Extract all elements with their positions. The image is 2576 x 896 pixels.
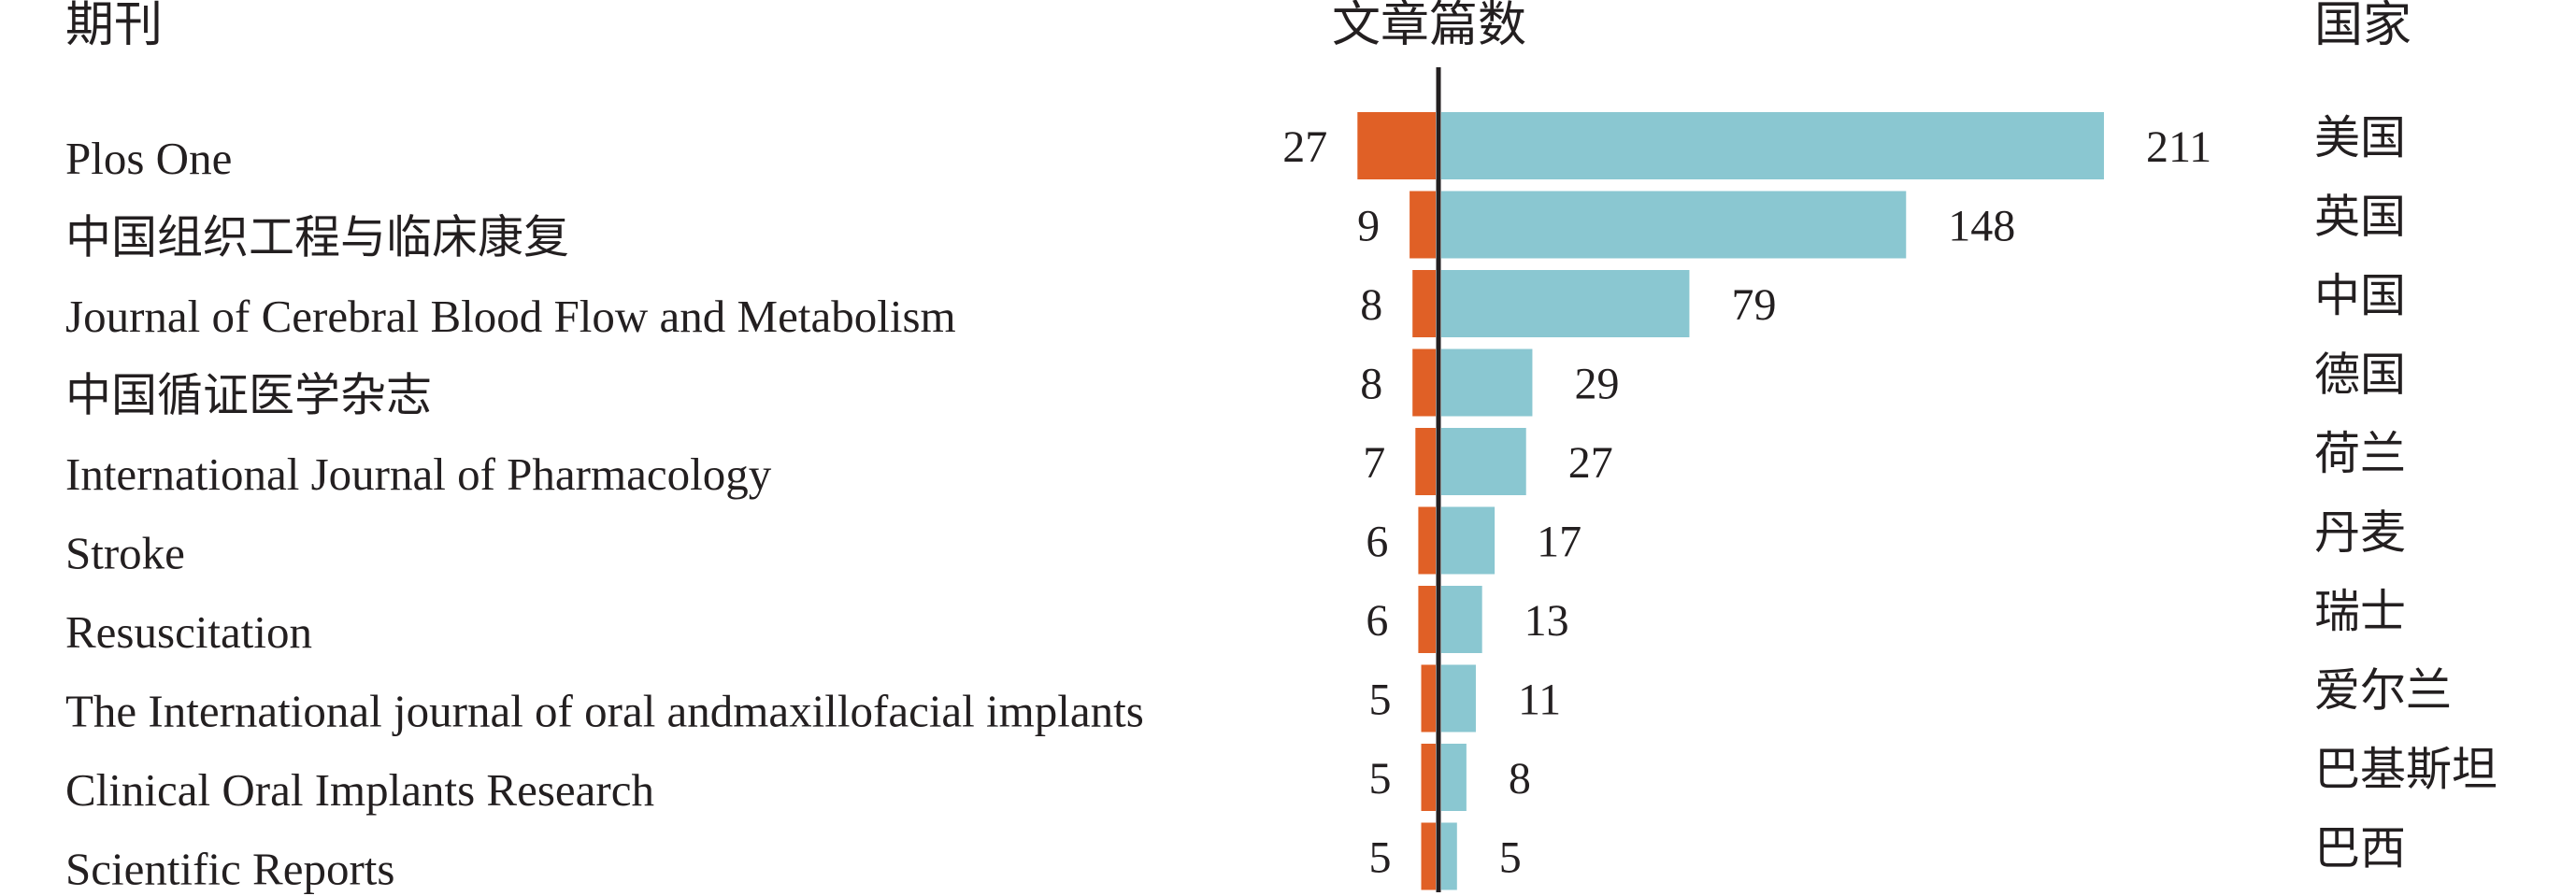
journal-label: Stroke	[65, 528, 185, 579]
country-bar	[1441, 191, 1907, 259]
country-bar	[1441, 348, 1533, 417]
journal-count-label: 5	[1369, 754, 1392, 804]
journal-bar	[1410, 191, 1436, 259]
journal-bar	[1418, 586, 1436, 653]
country-label: 巴基斯坦	[2314, 744, 2497, 795]
journal-bar	[1415, 428, 1436, 495]
journal-count-label: 8	[1360, 360, 1382, 409]
journal-count-label: 6	[1366, 596, 1388, 646]
journal-label: The International journal of oral andmax…	[65, 686, 1144, 737]
country-count-label: 211	[2146, 122, 2211, 172]
country-count-label: 8	[1509, 754, 1531, 804]
country-label: 巴西	[2314, 823, 2406, 875]
country-count-label: 27	[1568, 438, 1613, 488]
country-label: 丹麦	[2314, 507, 2406, 559]
country-count-label: 13	[1524, 596, 1569, 646]
country-bar	[1441, 112, 2104, 179]
country-count-label: 148	[1948, 202, 2015, 251]
country-bar	[1441, 586, 1482, 653]
country-bar	[1441, 822, 1457, 890]
journal-bar	[1418, 506, 1436, 575]
country-label: 瑞士	[2314, 586, 2406, 637]
journal-label: International Journal of Pharmacology	[65, 448, 772, 500]
journal-label: Plos One	[65, 133, 232, 184]
journal-count-label: 9	[1357, 202, 1380, 251]
journal-label: Scientific Reports	[65, 844, 394, 895]
journal-label: Clinical Oral Implants Research	[65, 764, 654, 816]
journal-label: 中国循证医学杂志	[65, 370, 432, 421]
country-bar	[1441, 428, 1526, 495]
count-column-header: 文章篇数	[1332, 0, 1526, 52]
country-count-label: 17	[1537, 518, 1581, 567]
journal-count-label: 6	[1366, 518, 1388, 567]
journal-bar	[1421, 744, 1436, 811]
country-count-label: 5	[1499, 833, 1522, 883]
country-label: 荷兰	[2314, 428, 2406, 479]
country-column-header: 国家	[2314, 0, 2411, 52]
journal-label: Resuscitation	[65, 606, 312, 658]
journal-bar	[1421, 664, 1436, 732]
journal-count-label: 27	[1282, 122, 1327, 172]
country-label: 中国	[2314, 270, 2406, 321]
country-bar	[1441, 506, 1496, 575]
journal-bar	[1412, 270, 1436, 337]
journal-bar	[1412, 348, 1436, 417]
country-count-label: 29	[1574, 360, 1619, 409]
country-bar	[1441, 744, 1467, 811]
country-bar	[1441, 664, 1476, 732]
journal-count-label: 8	[1360, 280, 1382, 330]
journal-column-header: 期刊	[65, 0, 163, 52]
country-label: 美国	[2314, 112, 2406, 164]
journal-count-label: 5	[1369, 676, 1392, 725]
country-count-label: 11	[1518, 676, 1561, 725]
country-label: 德国	[2314, 349, 2406, 401]
country-label: 爱尔兰	[2314, 665, 2452, 717]
country-label: 英国	[2314, 192, 2406, 243]
journal-bar	[1421, 822, 1436, 890]
country-count-label: 79	[1731, 280, 1776, 330]
journal-count-label: 5	[1369, 833, 1392, 883]
journal-label: Journal of Cerebral Blood Flow and Metab…	[65, 291, 956, 342]
country-bar	[1441, 270, 1690, 337]
journal-bar	[1357, 112, 1436, 179]
journal-label: 中国组织工程与临床康复	[65, 212, 569, 263]
journal-count-label: 7	[1363, 438, 1385, 488]
